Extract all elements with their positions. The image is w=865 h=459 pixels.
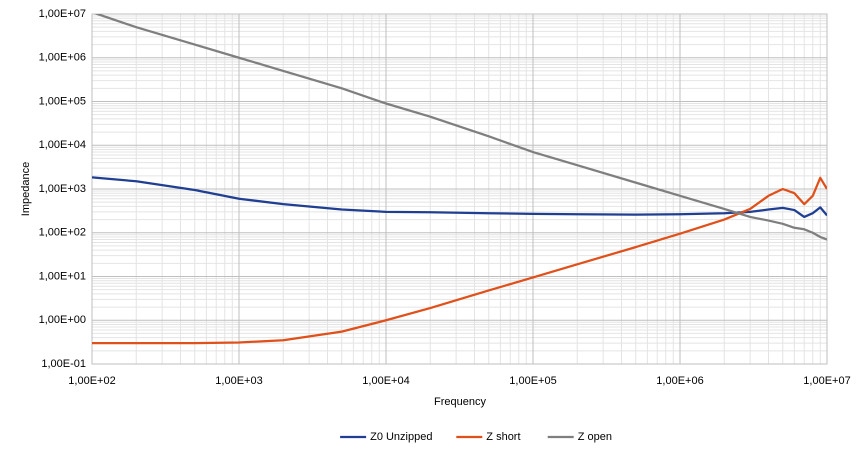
series-line [93, 14, 827, 241]
series-line [92, 176, 827, 345]
y-tick-label: 1,00E+04 [39, 139, 86, 151]
y-tick-label: 1,00E+06 [39, 52, 86, 64]
y-tick-label: 1,00E-01 [41, 358, 86, 370]
y-axis-label: Impedance [20, 162, 32, 216]
series-line [92, 176, 827, 219]
x-tick-label: 1,00E+05 [509, 375, 556, 387]
y-tick-label: 1,00E+05 [39, 95, 86, 107]
y-tick-label: 1,00E+03 [39, 183, 86, 195]
y-tick-label: 1,00E+00 [39, 314, 86, 326]
legend-label: Z0 Unzipped [370, 431, 432, 443]
x-tick-label: 1,00E+03 [215, 375, 262, 387]
y-tick-label: 1,00E+07 [39, 8, 86, 20]
y-tick-label: 1,00E+02 [39, 227, 86, 239]
x-tick-label: 1,00E+04 [362, 375, 409, 387]
plot-lines [92, 14, 827, 345]
x-axis-label: Frequency [434, 396, 486, 408]
legend-label: Z short [486, 431, 520, 443]
x-tick-label: 1,00E+07 [803, 375, 850, 387]
x-tick-label: 1,00E+06 [656, 375, 703, 387]
y-tick-label: 1,00E+01 [39, 270, 86, 282]
x-tick-label: 1,00E+02 [68, 375, 115, 387]
legend-label: Z open [578, 431, 612, 443]
